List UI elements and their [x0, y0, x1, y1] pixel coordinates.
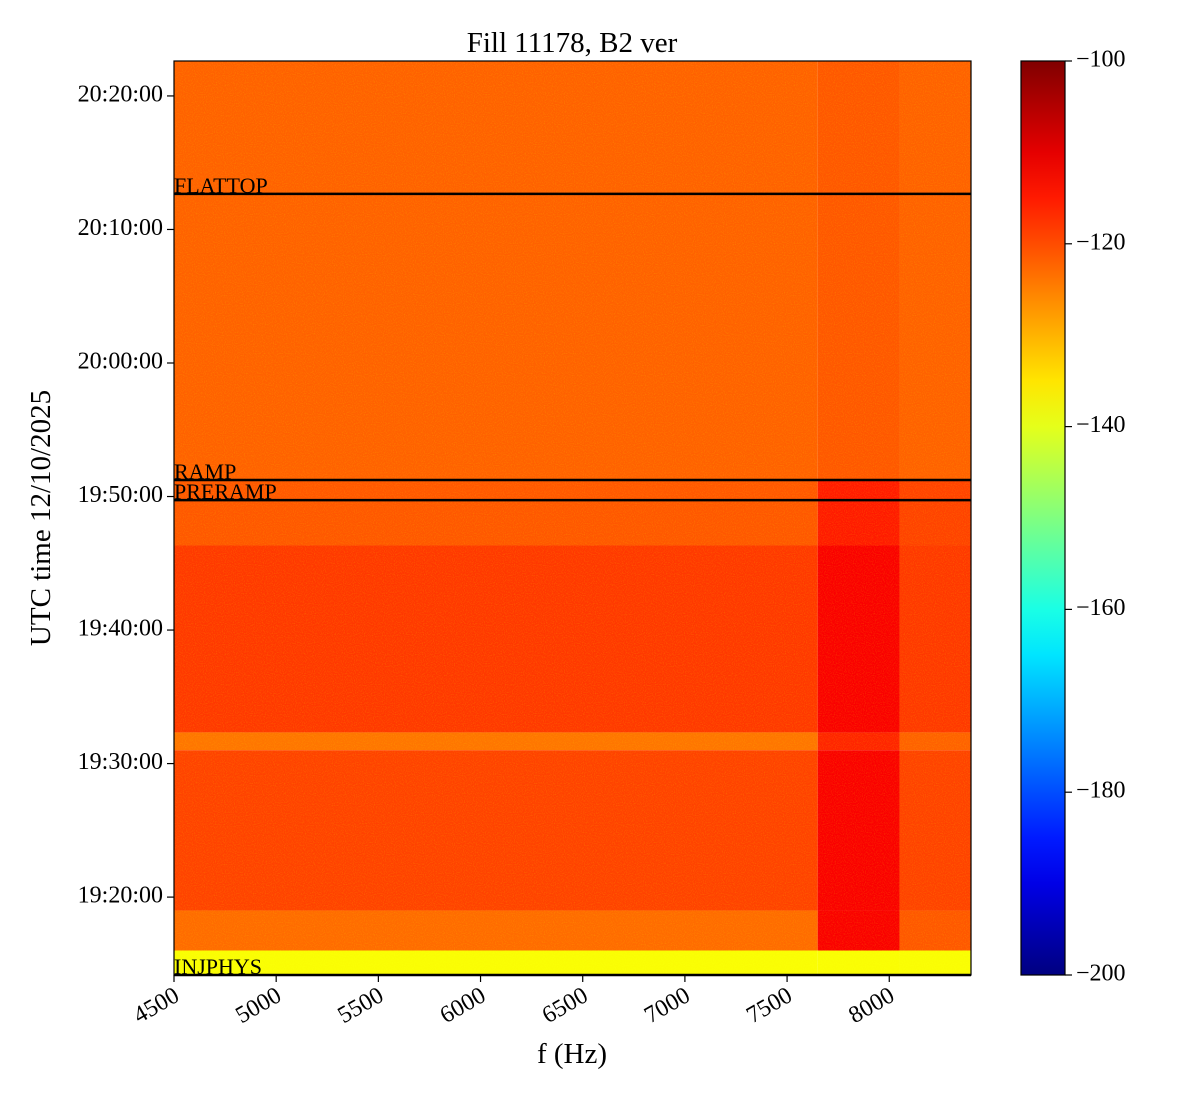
x-tick-label: 6000 [436, 982, 491, 1029]
x-tick-label: 4500 [129, 982, 184, 1029]
colorbar-tick-label: −160 [1076, 595, 1126, 621]
x-tick-label: 5000 [231, 982, 286, 1029]
x-tick-label: 7500 [742, 982, 797, 1029]
y-tick-label: 19:50:00 [78, 482, 163, 508]
colorbar [1020, 60, 1066, 976]
x-axis-label: f (Hz) [537, 1038, 607, 1070]
event-label: RAMP [174, 459, 236, 484]
x-tick-label: 7000 [640, 982, 695, 1029]
y-tick-label: 20:00:00 [78, 348, 163, 374]
event-label: FLATTOP [174, 173, 268, 198]
y-tick-label: 20:20:00 [78, 81, 163, 107]
colorbar-tick-label: −100 [1076, 47, 1126, 73]
plot-frame [173, 60, 972, 976]
texture [174, 61, 971, 975]
y-tick-label: 19:30:00 [78, 749, 163, 775]
colorbar-tick-label: −200 [1076, 961, 1126, 987]
x-tick-label: 8000 [844, 982, 899, 1029]
colorbar-tick-label: −140 [1076, 412, 1126, 438]
y-tick-label: 19:40:00 [78, 616, 163, 642]
colorbar-tick-label: −180 [1076, 778, 1126, 804]
chart-title: Fill 11178, B2 ver [467, 27, 678, 59]
y-tick-label: 20:10:00 [78, 215, 163, 241]
event-label: PRERAMP [174, 479, 277, 504]
x-tick-label: 6500 [538, 982, 593, 1029]
colorbar-tick-label: −120 [1076, 229, 1126, 255]
y-axis-label: UTC time 12/10/2025 [25, 390, 57, 646]
x-tick-label: 5500 [334, 982, 389, 1029]
y-tick-label: 19:20:00 [78, 883, 163, 909]
